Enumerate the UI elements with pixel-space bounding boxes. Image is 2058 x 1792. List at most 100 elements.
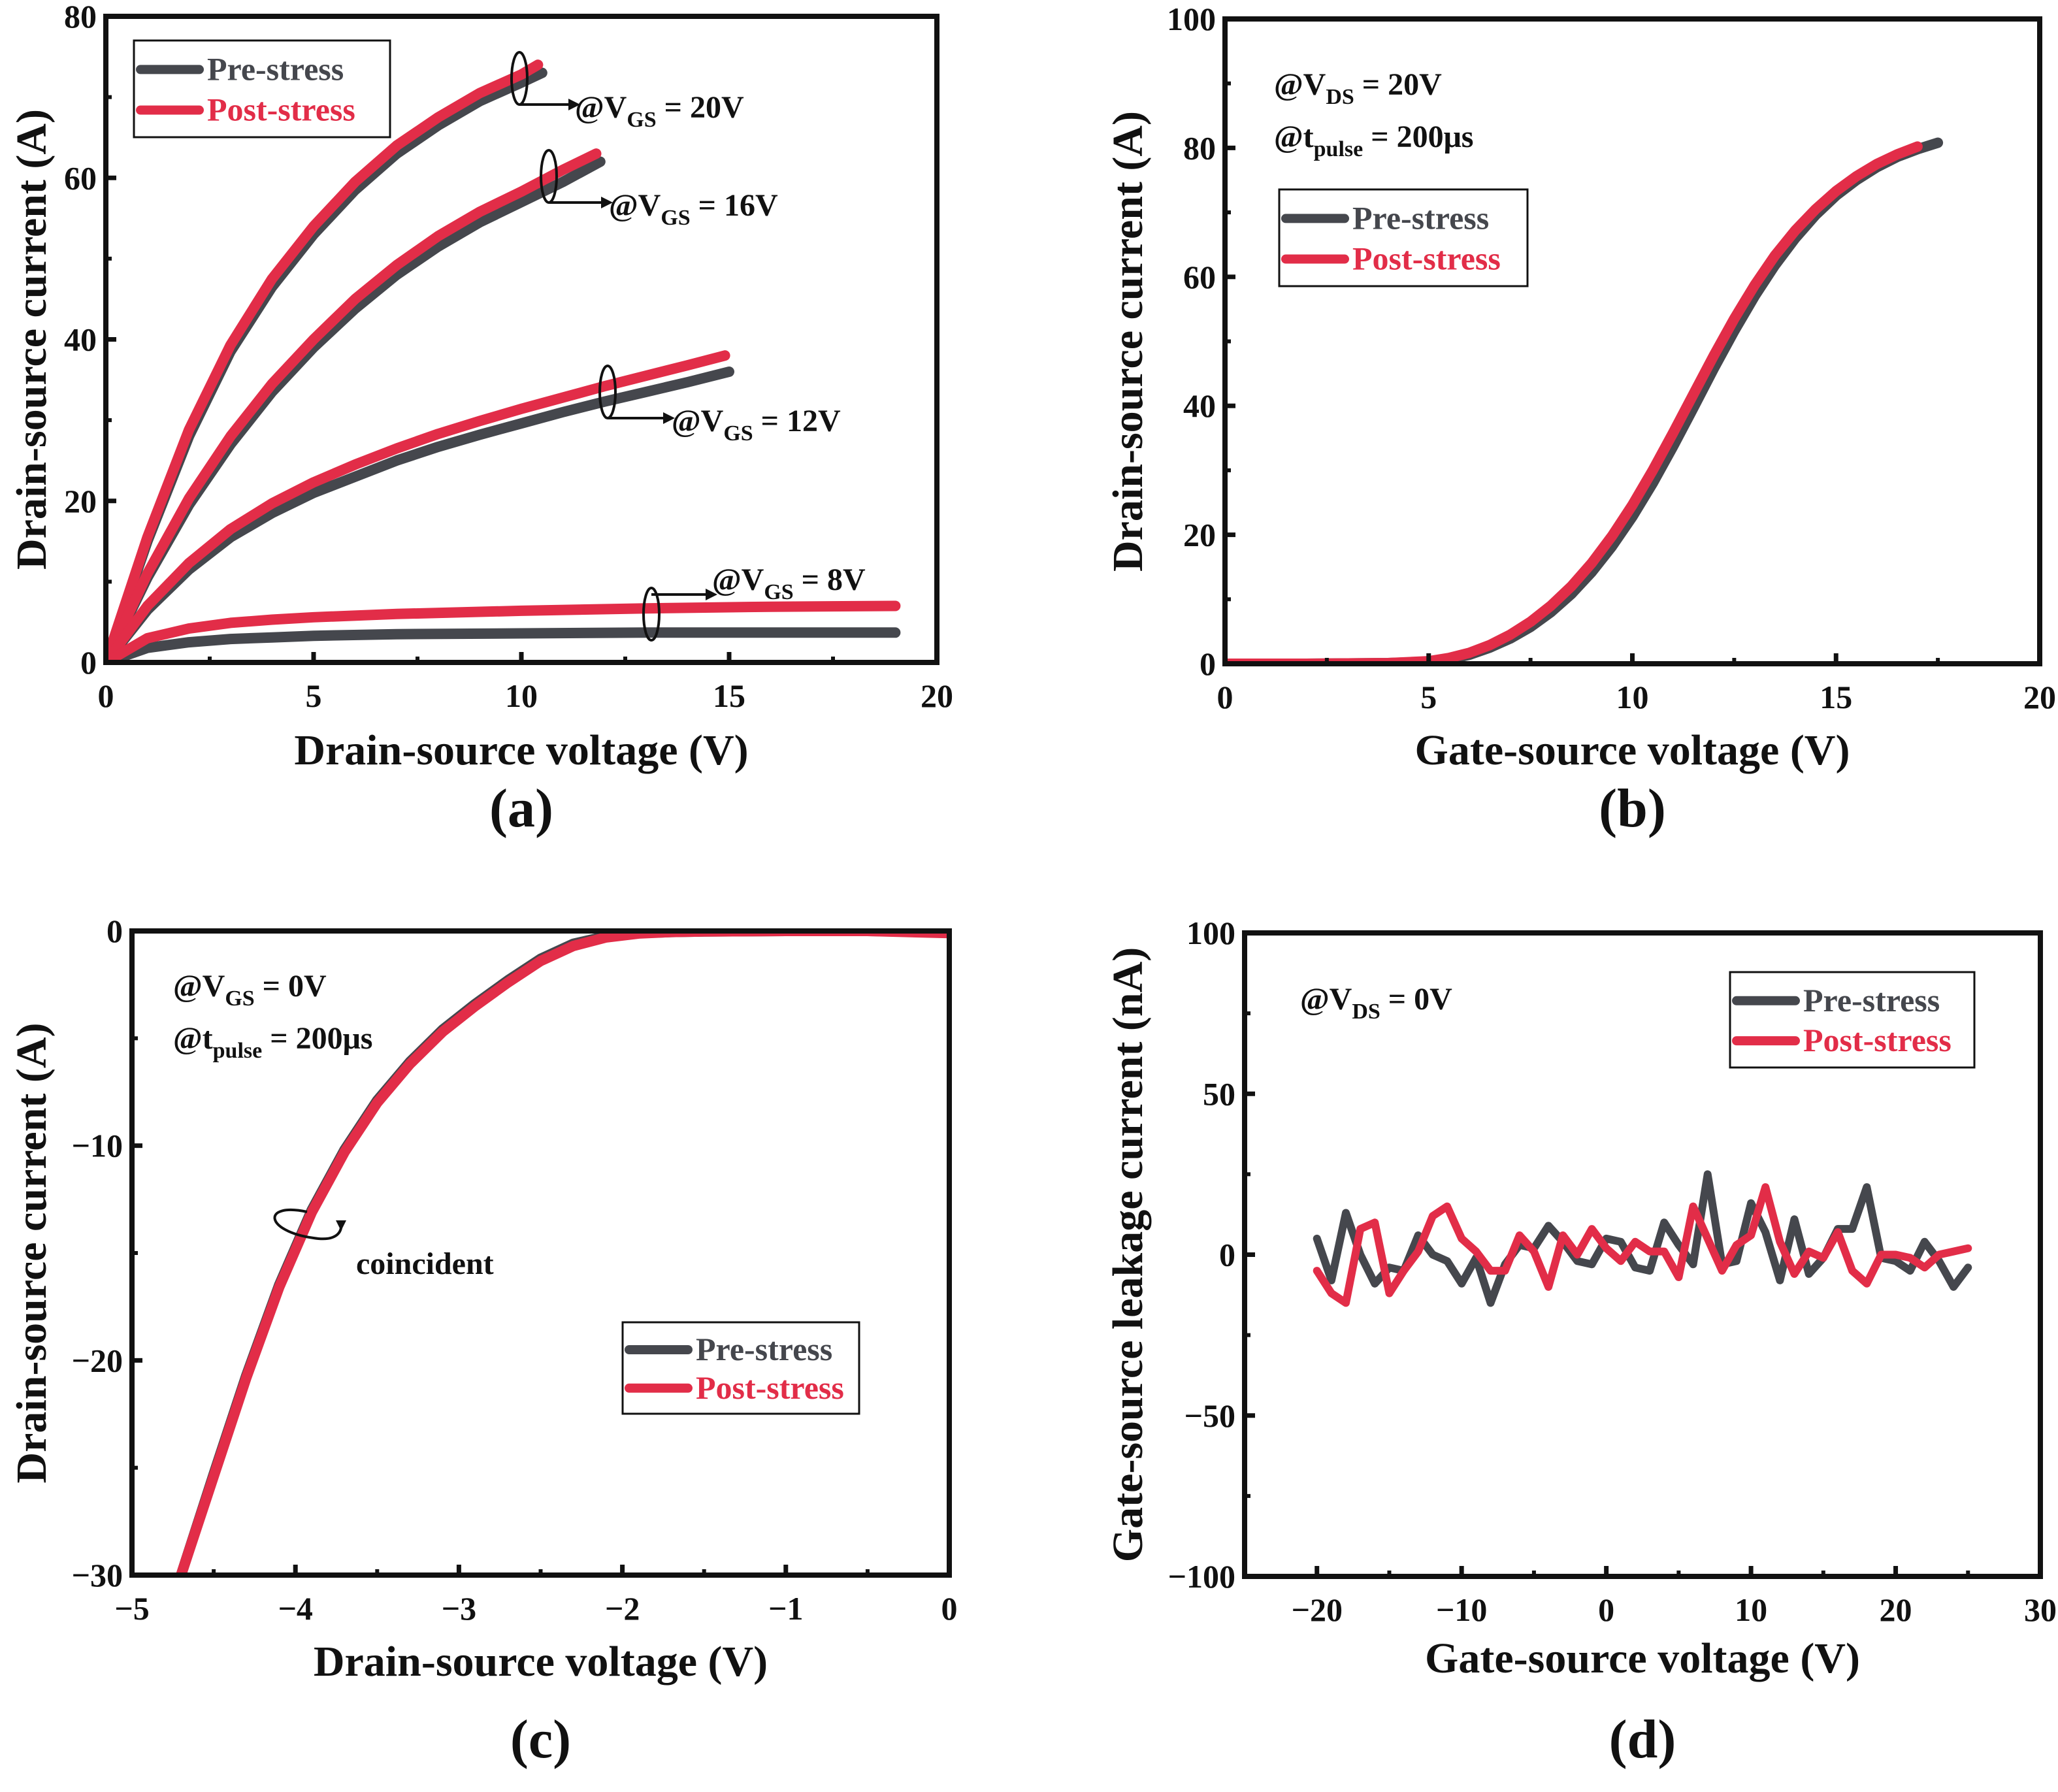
y-axis-title: Gate-source leakage current (nA) xyxy=(1104,947,1152,1563)
series-line-post-stress xyxy=(1225,141,1923,664)
y-tick-label: −100 xyxy=(1168,1558,1236,1595)
series-group xyxy=(106,59,901,662)
x-tick-label: 0 xyxy=(1598,1591,1614,1628)
legend-box xyxy=(133,39,391,138)
legend: Pre-stress Post-stress xyxy=(133,39,391,138)
series-line-post-stress-vgs16v xyxy=(106,148,602,662)
x-tick-label: −1 xyxy=(768,1590,804,1627)
annotation-3: @VGS = 8V xyxy=(712,562,866,604)
x-tick-label: 15 xyxy=(713,677,745,714)
y-axis-title: Drain-source current (A) xyxy=(8,109,56,570)
x-tick-label: 5 xyxy=(1420,679,1437,715)
arrow-head xyxy=(663,412,675,424)
series-group xyxy=(1313,1170,1972,1307)
y-tick-label: 0 xyxy=(106,913,123,949)
annotation-0: @VGS = 0V xyxy=(173,969,327,1011)
panel-label: (b) xyxy=(1599,778,1666,839)
legend-label-post-stress: Post-stress xyxy=(1352,240,1501,277)
annotation-0: @VDS = 0V xyxy=(1300,982,1452,1024)
arrow-head xyxy=(601,197,613,208)
y-tick-label: 50 xyxy=(1203,1075,1235,1112)
x-tick-label: 10 xyxy=(1616,679,1649,715)
y-tick-label: 60 xyxy=(1183,259,1216,295)
x-tick-label: 0 xyxy=(98,677,114,714)
legend-box xyxy=(1729,971,1976,1069)
y-tick-label: −10 xyxy=(72,1128,123,1164)
legend-label-post-stress: Post-stress xyxy=(207,91,355,128)
x-tick-label: 10 xyxy=(505,677,538,714)
legend: Pre-stress Post-stress xyxy=(1278,188,1529,287)
x-axis-title: Gate-source voltage (V) xyxy=(1425,1635,1860,1682)
y-axis-title: Drain-source current (A) xyxy=(8,1022,56,1483)
legend-label-pre-stress: Pre-stress xyxy=(1352,199,1489,236)
y-tick-label: −30 xyxy=(72,1557,123,1593)
y-tick-label: 100 xyxy=(1167,1,1216,37)
x-tick-label: −4 xyxy=(278,1590,313,1627)
panel-label: (d) xyxy=(1609,1709,1676,1770)
y-axis-title: Drain-source current (A) xyxy=(1104,111,1152,572)
panel-b: 0 5 10 15 20 0 20 40 60 80 100 Gate-source voltage … xyxy=(1104,1,2056,839)
y-tick-label: 80 xyxy=(64,0,97,35)
x-tick-label: −2 xyxy=(605,1590,640,1627)
x-tick-label: 20 xyxy=(921,677,953,714)
legend-label-pre-stress: Pre-stress xyxy=(696,1331,832,1367)
annotation-0: @VGS = 20V xyxy=(575,90,744,132)
plot-frame xyxy=(129,928,952,1578)
arrow-head xyxy=(336,1220,346,1231)
legend-label-post-stress: Post-stress xyxy=(1803,1022,1952,1058)
x-tick-label: 0 xyxy=(941,1590,958,1627)
x-tick-label: 20 xyxy=(1880,1591,1912,1628)
plot-frame xyxy=(1222,16,2042,666)
y-tick-label: −20 xyxy=(72,1342,123,1378)
arrow-head xyxy=(706,589,717,600)
series-line-pre-stress-vgs8v xyxy=(106,627,901,662)
legend-label-post-stress: Post-stress xyxy=(696,1369,844,1406)
x-tick-label: 10 xyxy=(1735,1591,1767,1628)
y-tick-label: 0 xyxy=(1219,1237,1235,1273)
x-axis-title: Gate-source voltage (V) xyxy=(1415,726,1850,774)
annotation-1: @tpulse = 200μs xyxy=(1274,120,1473,161)
x-tick-label: −3 xyxy=(442,1590,477,1627)
x-tick-label: 15 xyxy=(1820,679,1852,715)
y-tick-label: 40 xyxy=(64,321,97,358)
arrow-head xyxy=(568,99,580,110)
x-axis-title: Drain-source voltage (V) xyxy=(314,1638,768,1686)
series-line-pre-stress xyxy=(1313,1170,1972,1307)
x-tick-label: 30 xyxy=(2024,1591,2057,1628)
y-tick-label: 40 xyxy=(1183,387,1216,424)
annotation-0: @VDS = 20V xyxy=(1274,67,1442,109)
panel-a: 0 5 10 15 20 0 20 40 60 80 Drain-source voltage (V… xyxy=(8,0,953,839)
annotation-2: @VGS = 12V xyxy=(672,404,841,446)
x-tick-label: 5 xyxy=(306,677,322,714)
series-line-post-stress-vgs8v xyxy=(106,600,901,662)
series-line-post-stress xyxy=(1313,1183,1972,1307)
x-axis-title: Drain-source voltage (V) xyxy=(294,726,748,774)
series-line-post-stress-vgs12v xyxy=(106,350,730,662)
x-tick-label: 20 xyxy=(2023,679,2056,715)
series-line-pre-stress-vgs12v xyxy=(106,367,734,662)
series-group xyxy=(1225,137,1944,664)
annotation-1: @VGS = 16V xyxy=(609,188,778,230)
coincident-loop xyxy=(273,1208,343,1241)
y-tick-label: 20 xyxy=(64,483,97,519)
series-line-post-stress-vgs20v xyxy=(106,59,544,662)
annotation-ellipse xyxy=(642,587,661,642)
y-tick-label: 80 xyxy=(1183,129,1216,166)
legend-box xyxy=(1278,188,1529,287)
y-tick-label: 100 xyxy=(1186,915,1235,951)
y-tick-label: −50 xyxy=(1184,1397,1236,1434)
legend-box xyxy=(621,1321,860,1415)
panel-label: (a) xyxy=(489,778,553,839)
legend-label-pre-stress: Pre-stress xyxy=(207,50,344,87)
x-tick-label: −5 xyxy=(114,1590,150,1627)
panel-label: (c) xyxy=(510,1709,571,1770)
x-tick-label: −10 xyxy=(1436,1591,1488,1628)
y-tick-label: 0 xyxy=(1200,645,1216,682)
y-tick-label: 60 xyxy=(64,159,97,196)
y-tick-label: 0 xyxy=(80,644,97,681)
